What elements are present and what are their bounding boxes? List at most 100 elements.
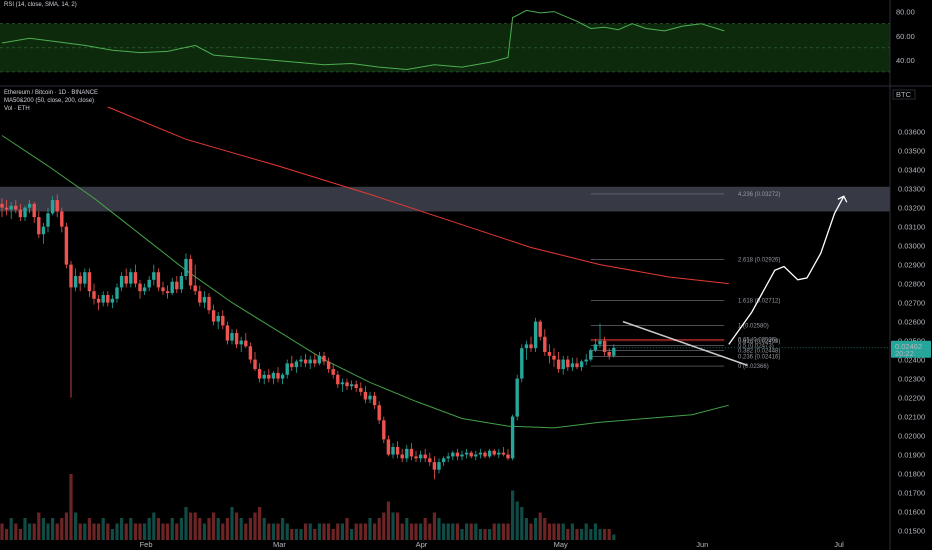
volume-bar — [101, 518, 105, 540]
volume-bar — [607, 529, 611, 540]
volume-bar — [455, 523, 459, 540]
candle-body — [271, 372, 276, 379]
volume-bar — [368, 518, 372, 540]
price-tick-label: 0.01800 — [898, 470, 925, 479]
candle-body — [593, 344, 598, 351]
volume-bar — [317, 523, 321, 540]
volume-bar — [331, 529, 335, 540]
currency-label: BTC — [896, 90, 912, 99]
volume-bar — [423, 518, 427, 540]
volume-bar — [207, 518, 211, 540]
candle-body — [345, 382, 349, 387]
candle-body — [464, 452, 469, 455]
volume-bar — [129, 518, 133, 540]
volume-bar — [497, 523, 501, 540]
volume-bar — [511, 490, 515, 540]
price-tick-label: 0.02100 — [898, 413, 925, 422]
volume-bar — [133, 523, 137, 540]
candle-body — [170, 281, 174, 294]
rsi-tick-label: 60.00 — [896, 32, 915, 41]
candle-body — [78, 276, 82, 284]
volume-bar — [267, 523, 271, 540]
volume-bar — [442, 523, 446, 540]
volume-bar — [14, 523, 18, 540]
time-axis-label: Mar — [273, 540, 286, 549]
volume-bar — [5, 529, 9, 540]
candle-body — [326, 361, 331, 370]
countdown-label: 20:22 — [895, 349, 914, 358]
candle-body — [152, 272, 156, 280]
candle-body — [405, 448, 409, 459]
candle-body — [41, 226, 46, 235]
volume-bar — [225, 518, 229, 540]
candle-body — [313, 359, 317, 364]
candle-body — [69, 264, 73, 288]
candle-body — [529, 344, 533, 349]
candle-body — [506, 454, 510, 459]
candle-body — [294, 361, 299, 368]
candle-body — [156, 272, 161, 288]
candle-body — [165, 291, 170, 294]
candle-body — [579, 361, 584, 368]
candle-body — [92, 291, 96, 299]
candle-body — [50, 200, 55, 214]
candle-body — [73, 276, 78, 288]
candle-body — [129, 272, 133, 284]
volume-bar — [221, 523, 225, 540]
fib-label: 0 (0.02366) — [738, 364, 769, 370]
candle-body — [230, 332, 234, 341]
volume-bar — [37, 512, 41, 540]
volume-bar — [359, 523, 363, 540]
volume-bar — [276, 523, 280, 540]
projection-arrowhead — [837, 195, 848, 203]
volume-bar — [543, 518, 547, 540]
volume-bar — [78, 523, 82, 540]
volume-bar — [492, 523, 496, 540]
candle-body — [115, 287, 119, 299]
candle-body — [612, 347, 616, 356]
rsi-line — [1, 9, 725, 71]
candle-body — [446, 456, 450, 459]
price-tick-label: 0.02200 — [898, 394, 925, 403]
candle-body — [561, 359, 565, 370]
candle-body — [133, 272, 138, 284]
candle-body — [290, 363, 294, 368]
volume-bar — [382, 512, 386, 540]
candle-body — [257, 369, 262, 379]
volume-bar — [166, 523, 170, 540]
candle-body — [142, 287, 147, 292]
volume-bar — [437, 518, 441, 540]
volume-bar — [336, 523, 340, 540]
candle-body — [501, 452, 506, 455]
candle-body — [147, 279, 151, 288]
fib-label: 0.65 (0.02506) — [738, 337, 777, 343]
volume-bar — [202, 523, 206, 540]
candle-body — [253, 359, 257, 370]
price-tick-label: 0.02400 — [898, 356, 925, 365]
volume-bar — [474, 523, 478, 540]
candle-body — [602, 340, 607, 352]
candle-body — [280, 374, 285, 379]
candle-body — [492, 450, 496, 455]
candle-body — [487, 450, 492, 457]
volume-bar — [488, 529, 492, 540]
symbol-legend: Ethereum / Bitcoin · 1D · BINANCE — [4, 90, 99, 96]
fib-label: 4.236 (0.03272) — [738, 192, 780, 198]
volume-bar — [308, 523, 312, 540]
volume-bar — [520, 507, 524, 540]
candle-body — [538, 321, 542, 337]
volume-bar — [32, 523, 36, 540]
volume-bar — [501, 523, 505, 540]
volume-bar — [193, 512, 197, 540]
volume-bar — [299, 529, 303, 540]
candle-body — [368, 395, 372, 400]
ma200-line — [107, 106, 729, 285]
candle-body — [349, 384, 354, 387]
volume-bar — [327, 523, 331, 540]
volume-bar — [515, 501, 519, 540]
volume-bar — [69, 474, 73, 540]
candle-body — [23, 207, 27, 218]
candle-body — [216, 315, 220, 322]
candle-body — [96, 298, 101, 303]
